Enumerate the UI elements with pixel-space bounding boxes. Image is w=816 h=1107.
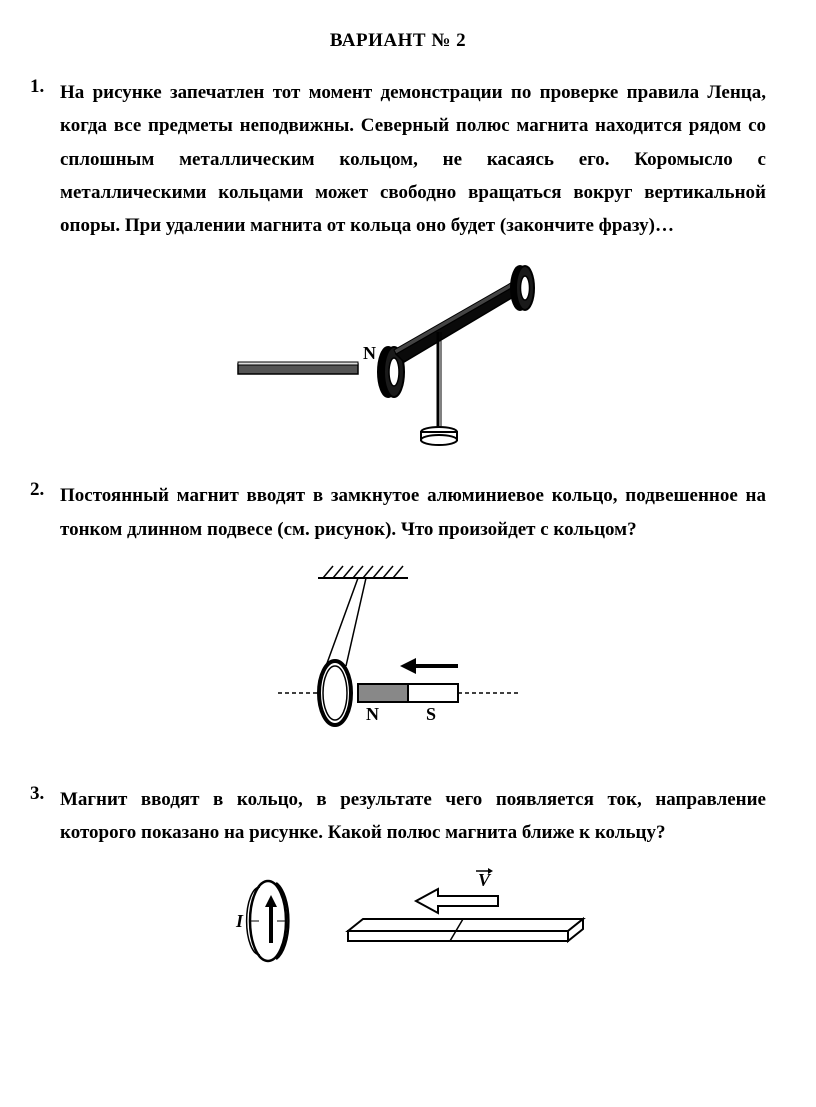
question-1: 1. На рисунке запечатлен тот момент демо… [30,76,766,242]
label-V: V [478,870,492,890]
label-S: S [426,704,436,724]
question-number: 2. [30,479,60,546]
question-number: 1. [30,76,60,242]
figure-2: N S [30,558,766,763]
figure-3: I V [30,861,766,986]
page-title: ВАРИАНТ № 2 [30,30,766,52]
label-N: N [366,704,379,724]
question-2: 2. Постоянный магнит вводят в замкнутое … [30,479,766,546]
figure-1: N [30,254,766,459]
question-text: Магнит вводят в кольцо, в результате чег… [60,783,766,850]
question-text: Постоянный магнит вводят в замкнутое алю… [60,479,766,546]
question-3: 3. Магнит вводят в кольцо, в результате … [30,783,766,850]
question-number: 3. [30,783,60,850]
label-N: N [363,343,376,363]
label-I: I [235,911,244,931]
question-text: На рисунке запечатлен тот момент демонст… [60,76,766,242]
